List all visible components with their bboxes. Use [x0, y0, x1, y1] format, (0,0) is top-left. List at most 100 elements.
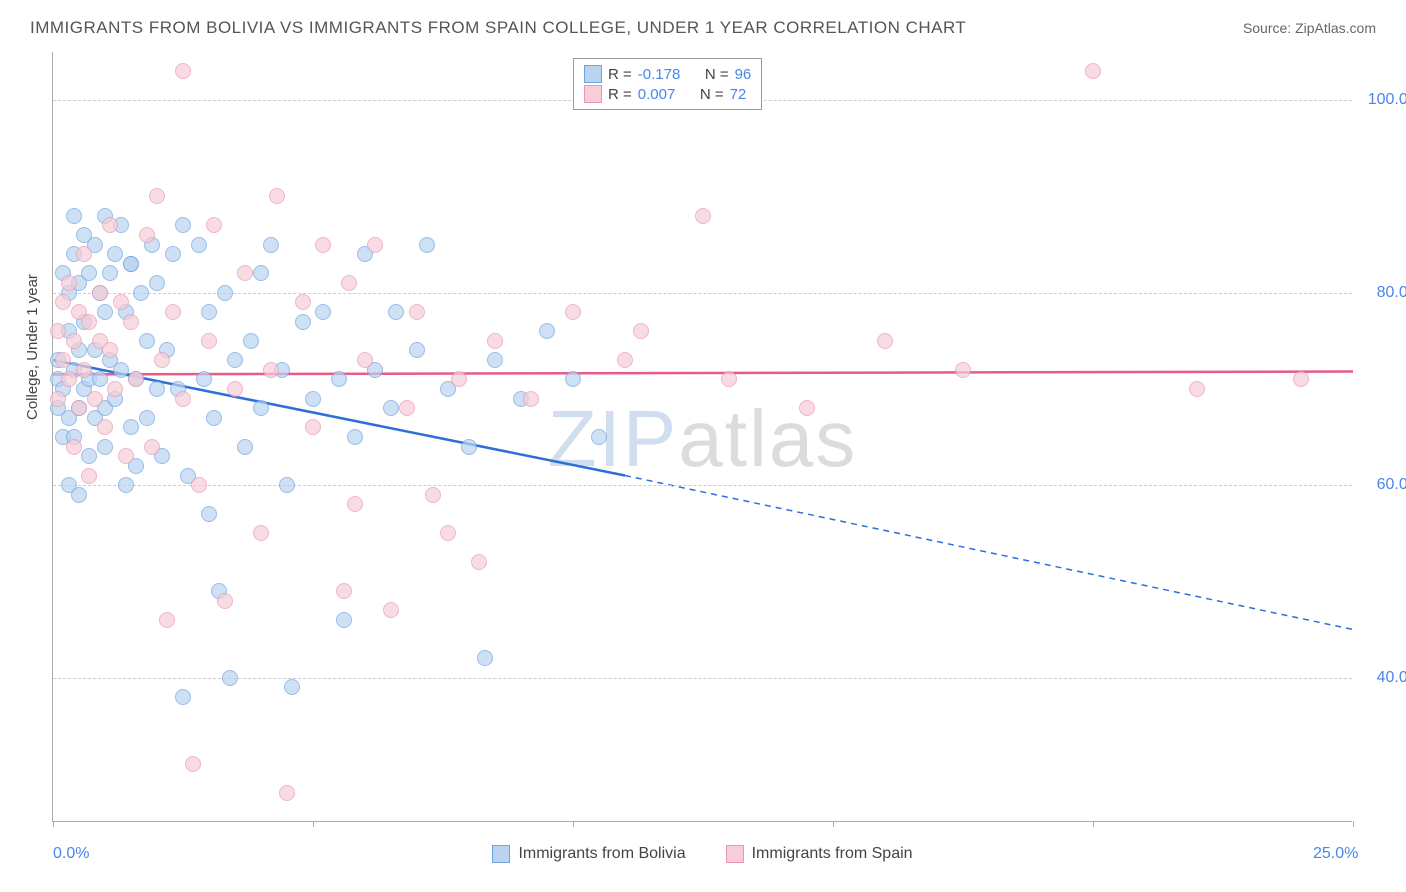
scatter-point [487, 352, 503, 368]
scatter-point [487, 333, 503, 349]
scatter-point [144, 439, 160, 455]
scatter-point [196, 371, 212, 387]
scatter-point [222, 670, 238, 686]
scatter-point [50, 391, 66, 407]
scatter-point [217, 593, 233, 609]
source-link[interactable]: ZipAtlas.com [1295, 20, 1376, 36]
scatter-point [315, 304, 331, 320]
correlation-legend: R = -0.178 N = 96 R = 0.007 N = 72 [573, 58, 762, 110]
scatter-point [305, 419, 321, 435]
scatter-point [165, 304, 181, 320]
scatter-point [139, 410, 155, 426]
scatter-point [113, 362, 129, 378]
scatter-point [123, 419, 139, 435]
legend-label: Immigrants from Bolivia [518, 845, 685, 863]
y-axis-label: College, Under 1 year [24, 274, 41, 420]
scatter-point [92, 285, 108, 301]
y-tick-label: 100.0% [1362, 91, 1406, 109]
scatter-point [149, 188, 165, 204]
scatter-point [1293, 371, 1309, 387]
legend-swatch [492, 845, 510, 863]
scatter-point [123, 256, 139, 272]
watermark-part-2: atlas [678, 393, 857, 482]
scatter-point [159, 612, 175, 628]
scatter-point [66, 439, 82, 455]
scatter-point [237, 439, 253, 455]
scatter-point [97, 304, 113, 320]
scatter-point [107, 246, 123, 262]
scatter-point [55, 352, 71, 368]
chart-title: IMMIGRANTS FROM BOLIVIA VS IMMIGRANTS FR… [30, 18, 966, 38]
scatter-point [243, 333, 259, 349]
scatter-point [206, 410, 222, 426]
scatter-point [128, 371, 144, 387]
legend-item: Immigrants from Bolivia [492, 845, 685, 863]
scatter-point [154, 352, 170, 368]
scatter-point [133, 285, 149, 301]
scatter-point [357, 352, 373, 368]
scatter-point [113, 294, 129, 310]
n-label: N = [700, 86, 724, 103]
scatter-point [76, 246, 92, 262]
scatter-point [61, 275, 77, 291]
scatter-point [71, 400, 87, 416]
chart-plot-area: ZIPatlas 40.0%60.0%80.0%100.0%0.0%25.0%R… [52, 52, 1352, 822]
n-value: 72 [730, 86, 747, 103]
legend-swatch [584, 85, 602, 103]
scatter-point [191, 237, 207, 253]
scatter-point [367, 237, 383, 253]
scatter-point [471, 554, 487, 570]
scatter-point [336, 583, 352, 599]
scatter-point [206, 217, 222, 233]
scatter-point [50, 323, 66, 339]
scatter-point [295, 314, 311, 330]
scatter-point [877, 333, 893, 349]
scatter-point [185, 756, 201, 772]
x-tick [573, 821, 574, 827]
scatter-point [279, 785, 295, 801]
scatter-point [799, 400, 815, 416]
scatter-point [237, 265, 253, 281]
x-tick [833, 821, 834, 827]
scatter-point [523, 391, 539, 407]
scatter-point [695, 208, 711, 224]
series-legend: Immigrants from Bolivia Immigrants from S… [53, 845, 1352, 863]
scatter-point [295, 294, 311, 310]
scatter-point [118, 477, 134, 493]
source-prefix: Source: [1243, 20, 1295, 36]
r-value: -0.178 [638, 66, 681, 83]
scatter-point [175, 63, 191, 79]
legend-label: Immigrants from Spain [752, 845, 913, 863]
scatter-point [102, 217, 118, 233]
scatter-point [66, 333, 82, 349]
r-value: 0.007 [638, 86, 676, 103]
scatter-point [81, 468, 97, 484]
r-label: R = [608, 86, 632, 103]
scatter-point [175, 217, 191, 233]
scatter-point [315, 237, 331, 253]
scatter-point [263, 362, 279, 378]
scatter-point [253, 525, 269, 541]
scatter-point [201, 506, 217, 522]
scatter-point [336, 612, 352, 628]
scatter-point [201, 333, 217, 349]
scatter-point [388, 304, 404, 320]
scatter-point [633, 323, 649, 339]
scatter-point [97, 419, 113, 435]
scatter-point [81, 314, 97, 330]
scatter-point [71, 487, 87, 503]
scatter-point [383, 602, 399, 618]
scatter-point [1085, 63, 1101, 79]
legend-row: R = 0.007 N = 72 [584, 85, 751, 103]
scatter-point [721, 371, 737, 387]
scatter-point [565, 304, 581, 320]
grid-line [53, 678, 1352, 679]
scatter-point [87, 391, 103, 407]
scatter-point [102, 342, 118, 358]
scatter-point [451, 371, 467, 387]
scatter-point [107, 381, 123, 397]
plot-svg [53, 52, 1352, 821]
scatter-point [165, 246, 181, 262]
legend-row: R = -0.178 N = 96 [584, 65, 751, 83]
scatter-point [227, 352, 243, 368]
